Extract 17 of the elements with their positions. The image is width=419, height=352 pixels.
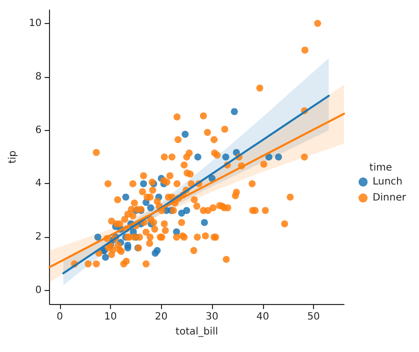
y-tick-label: 6 bbox=[35, 124, 42, 136]
y-tick-label: 2 bbox=[35, 232, 42, 243]
legend-label: Lunch bbox=[372, 176, 403, 188]
legend-title: time bbox=[369, 162, 392, 174]
x-tick-label: 0 bbox=[56, 312, 63, 322]
y-tick-label: 0 bbox=[35, 285, 42, 296]
legend-label: Dinner bbox=[372, 192, 407, 204]
x-tick-label: 20 bbox=[154, 312, 168, 322]
x-tick-label: 10 bbox=[104, 312, 117, 322]
y-tick-label: 8 bbox=[35, 71, 42, 82]
x-tick-label: 30 bbox=[206, 312, 218, 322]
y-axis-title: tip bbox=[8, 150, 18, 164]
x-tick-label: 40 bbox=[256, 312, 270, 322]
y-tick-label: 4 bbox=[35, 178, 42, 190]
y-tick-label: 10 bbox=[28, 18, 42, 29]
x-tick-label: 50 bbox=[307, 312, 320, 322]
x-axis-title: total_bill bbox=[176, 326, 218, 338]
